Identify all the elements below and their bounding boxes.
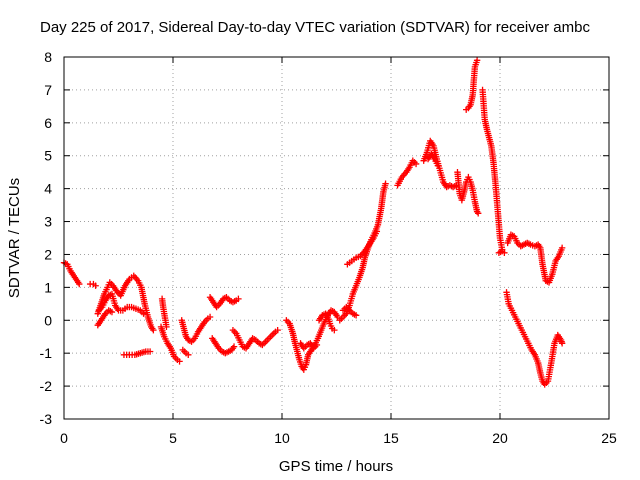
data-point bbox=[501, 249, 508, 257]
data-point bbox=[235, 295, 242, 303]
data-point bbox=[163, 323, 170, 331]
data-point bbox=[230, 343, 238, 350]
data-point bbox=[331, 326, 338, 334]
data-points bbox=[60, 57, 566, 388]
data-point bbox=[108, 308, 116, 316]
data-point bbox=[206, 313, 214, 321]
data-point bbox=[274, 326, 281, 334]
x-tick-label: 15 bbox=[383, 430, 399, 446]
y-axis-label: SDTVAR / TECUs bbox=[6, 178, 23, 298]
data-point bbox=[473, 57, 481, 64]
data-point bbox=[558, 244, 566, 252]
x-tick-label: 0 bbox=[60, 430, 68, 446]
y-tick-label: 8 bbox=[44, 49, 52, 65]
data-point bbox=[434, 162, 442, 169]
data-point bbox=[176, 358, 183, 365]
data-point bbox=[382, 180, 389, 187]
axis-ticks bbox=[63, 56, 610, 420]
data-point bbox=[352, 312, 360, 319]
y-tick-label: -3 bbox=[40, 411, 53, 427]
y-tick-label: 3 bbox=[44, 214, 52, 230]
data-point bbox=[412, 160, 420, 168]
data-point bbox=[150, 326, 157, 334]
x-tick-label: 5 bbox=[169, 430, 177, 446]
data-point bbox=[185, 351, 192, 359]
data-point bbox=[146, 348, 154, 355]
y-tick-label: -2 bbox=[40, 378, 53, 394]
y-tick-label: 1 bbox=[44, 279, 52, 295]
data-point bbox=[313, 341, 321, 349]
plot-frame bbox=[63, 56, 610, 420]
y-tick-label: 7 bbox=[44, 82, 52, 98]
x-tick-label: 20 bbox=[492, 430, 508, 446]
chart-title: Day 225 of 2017, Sidereal Day-to-day VTE… bbox=[40, 19, 590, 36]
y-tick-label: 2 bbox=[44, 246, 52, 262]
data-point bbox=[334, 313, 341, 321]
grid-lines bbox=[64, 57, 609, 419]
y-tick-label: 0 bbox=[44, 312, 52, 328]
x-tick-labels: 0 5 10 15 20 25 bbox=[60, 430, 617, 446]
data-point bbox=[140, 310, 147, 317]
x-tick-label: 25 bbox=[601, 430, 617, 446]
y-tick-label: 4 bbox=[44, 181, 52, 197]
data-point bbox=[558, 340, 566, 347]
y-tick-label: 6 bbox=[44, 115, 52, 131]
x-axis-label: GPS time / hours bbox=[279, 458, 393, 475]
data-point bbox=[475, 210, 482, 217]
y-tick-label: -1 bbox=[40, 345, 53, 361]
y-tick-label: 5 bbox=[44, 148, 52, 164]
x-tick-label: 10 bbox=[274, 430, 290, 446]
y-tick-labels: -3 -2 -1 0 1 2 3 4 5 6 7 8 bbox=[40, 49, 53, 427]
data-point bbox=[92, 282, 99, 289]
data-point bbox=[76, 280, 83, 288]
data-point bbox=[373, 228, 381, 235]
